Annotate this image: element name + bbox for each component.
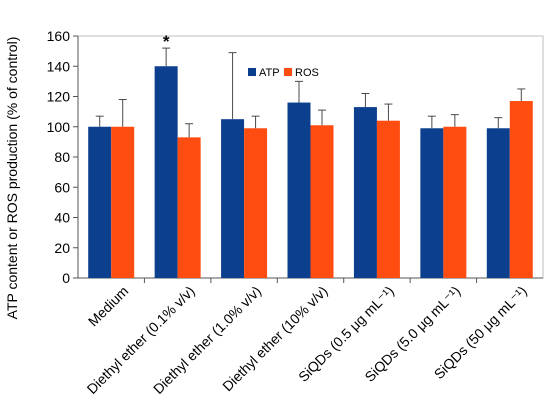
y-tick-label: 40: [54, 210, 70, 226]
bar-ros: [509, 101, 533, 278]
bar-atp: [154, 66, 178, 278]
y-tick-label: 160: [47, 28, 71, 44]
bar-ros: [177, 137, 201, 278]
y-tick-label: 0: [62, 270, 70, 286]
bar-ros: [376, 120, 400, 278]
y-tick-label: 20: [54, 240, 70, 256]
bar-ros: [310, 125, 334, 278]
legend-swatch: [284, 68, 292, 76]
significance-marker: *: [163, 32, 170, 51]
bar-ros: [443, 126, 467, 278]
bar-atp: [486, 128, 510, 278]
y-tick-label: 120: [47, 89, 71, 105]
legend-label: ROS: [295, 67, 319, 79]
bar-atp: [287, 102, 311, 278]
bar-atp: [420, 128, 444, 278]
bar-ros: [244, 128, 268, 278]
x-tick-label: Medium: [85, 283, 132, 330]
legend: ATP ROS: [248, 67, 319, 79]
legend-label: ATP: [259, 67, 280, 79]
y-tick-label: 60: [54, 179, 70, 195]
y-tick-label: 80: [54, 149, 70, 165]
x-tick-label: Diethyl ether (1.0% v/v): [150, 283, 264, 397]
y-tick-label: 140: [47, 58, 71, 74]
y-axis-label: ATP content or ROS production (% of cont…: [4, 37, 20, 320]
x-tick-label: Diethyl ether (0.1% v/v): [84, 283, 198, 397]
bar-ros: [111, 126, 135, 278]
bar-atp: [88, 126, 112, 278]
legend-swatch: [248, 68, 256, 76]
bar-atp: [353, 107, 377, 279]
bar-atp: [221, 119, 245, 278]
y-tick-label: 100: [47, 119, 71, 135]
